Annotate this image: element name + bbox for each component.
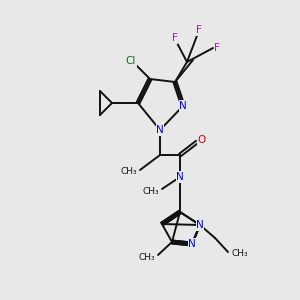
Text: F: F (196, 25, 202, 35)
Text: CH₃: CH₃ (120, 167, 137, 176)
Text: F: F (214, 43, 220, 53)
Text: N: N (196, 220, 204, 230)
Text: N: N (179, 101, 187, 111)
Text: O: O (198, 135, 206, 145)
Text: CH₃: CH₃ (142, 187, 159, 196)
Text: CH₃: CH₃ (138, 254, 155, 262)
Text: N: N (156, 125, 164, 135)
Text: N: N (176, 172, 184, 182)
Text: F: F (172, 33, 178, 43)
Text: Cl: Cl (126, 56, 136, 66)
Text: N: N (188, 239, 196, 249)
Text: CH₃: CH₃ (231, 250, 247, 259)
